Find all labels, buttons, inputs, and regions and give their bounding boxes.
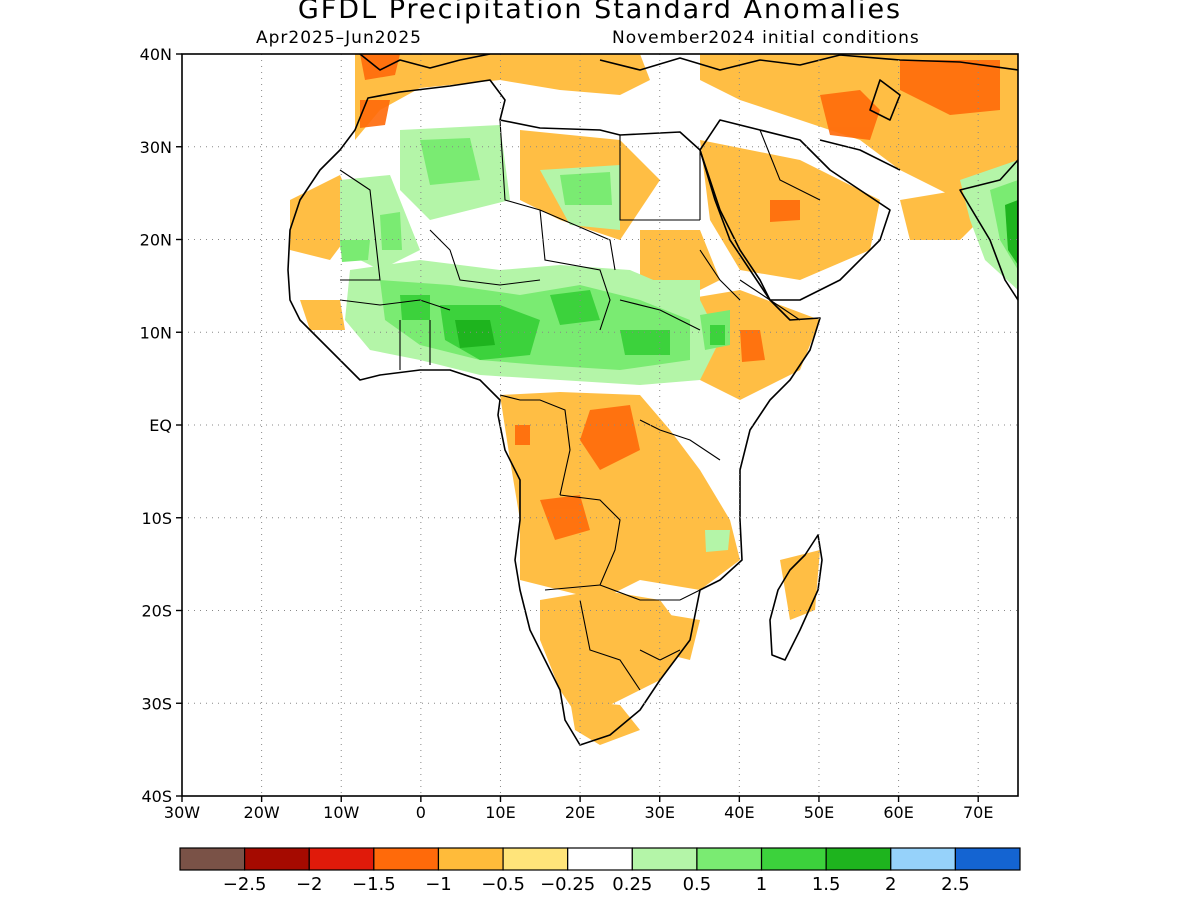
colorbar-swatch xyxy=(179,847,246,871)
colorbar-label: 0.5 xyxy=(683,874,712,895)
forecast-period-label: Apr2025–Jun2025 xyxy=(256,28,422,48)
colorbar-label: 2 xyxy=(885,874,896,895)
colorbar-label: −1.5 xyxy=(352,874,396,895)
colorbar-swatch xyxy=(502,847,569,871)
lat-tick-label: 30S xyxy=(141,694,172,713)
colorbar-label: −0.25 xyxy=(540,874,595,895)
colorbar-label: 1 xyxy=(756,874,767,895)
colorbar-labels: −2.5 −2 −1.5 −1 −0.5 −0.25 0.25 0.5 1 1.5 2 2.5 xyxy=(223,874,970,895)
lon-tick-label: 40E xyxy=(724,803,754,822)
colorbar-label: −2 xyxy=(296,874,323,895)
colorbar-label: −1 xyxy=(425,874,452,895)
lat-tick-label: 20S xyxy=(141,602,172,621)
colorbar-swatch xyxy=(696,847,763,871)
axis-labels: 30W 20W 10W 0 10E 20E 30E 40E 50E 60E 70E 40N 30N 20N… xyxy=(140,45,994,822)
lat-tick-label: 30N xyxy=(140,138,172,157)
lon-tick-label: 30W xyxy=(164,803,200,822)
colorbar-swatch xyxy=(631,847,698,871)
colorbar-swatch xyxy=(890,847,956,871)
anomaly-field xyxy=(290,54,1018,745)
axis-ticks xyxy=(176,53,979,802)
colorbar-swatch xyxy=(760,847,827,871)
colorbar xyxy=(179,847,1021,871)
lon-tick-label: 20W xyxy=(244,803,280,822)
lon-tick-label: 10E xyxy=(485,803,515,822)
lon-tick-label: 60E xyxy=(883,803,913,822)
lon-tick-label: 0 xyxy=(416,803,426,822)
lat-tick-label: 40N xyxy=(140,45,172,64)
colorbar-swatch xyxy=(954,847,1021,871)
colorbar-swatch xyxy=(567,847,633,871)
lon-tick-label: 20E xyxy=(565,803,595,822)
colorbar-label: 2.5 xyxy=(941,874,970,895)
lat-tick-label: 40S xyxy=(141,787,172,806)
lat-tick-label: 10N xyxy=(140,323,172,342)
lat-tick-label: 10S xyxy=(141,509,172,528)
coastlines xyxy=(287,54,1018,746)
colorbar-swatch xyxy=(825,847,892,871)
colorbar-label: −0.5 xyxy=(481,874,525,895)
colorbar-swatch xyxy=(437,847,504,871)
colorbar-swatch xyxy=(308,847,375,871)
lat-tick-label: EQ xyxy=(149,416,172,435)
colorbar-label: 0.25 xyxy=(612,874,652,895)
lon-tick-label: 10W xyxy=(323,803,359,822)
initial-conditions-label: November2024 initial conditions xyxy=(612,28,920,48)
lon-tick-label: 30E xyxy=(644,803,674,822)
colorbar-label: 1.5 xyxy=(812,874,841,895)
colorbar-label: −2.5 xyxy=(223,874,267,895)
colorbar-swatch xyxy=(373,847,440,871)
map-title: GFDL Precipitation Standard Anomalies xyxy=(297,0,903,25)
lon-tick-label: 50E xyxy=(804,803,834,822)
lat-tick-label: 20N xyxy=(140,231,172,250)
lon-tick-label: 70E xyxy=(963,803,993,822)
graticule xyxy=(182,54,1018,796)
colorbar-swatch xyxy=(244,847,310,871)
